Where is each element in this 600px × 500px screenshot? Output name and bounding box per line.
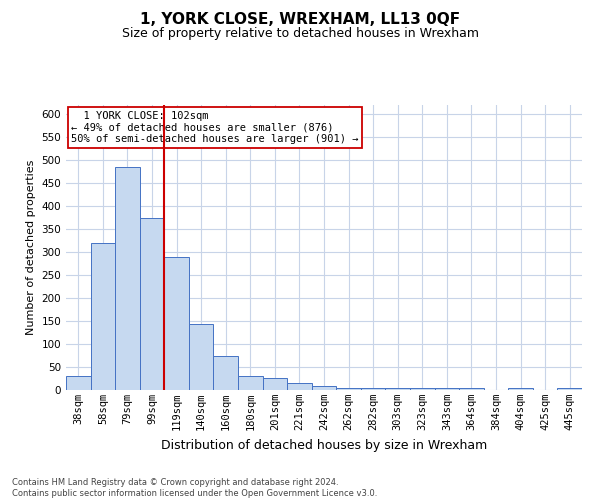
- Bar: [508, 388, 533, 390]
- Bar: [263, 378, 287, 390]
- Bar: [336, 388, 361, 390]
- Bar: [91, 243, 115, 390]
- Bar: [312, 386, 336, 390]
- Bar: [214, 356, 238, 390]
- Bar: [385, 388, 410, 390]
- Bar: [115, 167, 140, 390]
- Bar: [287, 383, 312, 390]
- Bar: [189, 324, 214, 390]
- Y-axis label: Number of detached properties: Number of detached properties: [26, 160, 36, 335]
- Bar: [66, 376, 91, 390]
- Text: Contains HM Land Registry data © Crown copyright and database right 2024.
Contai: Contains HM Land Registry data © Crown c…: [12, 478, 377, 498]
- Bar: [361, 388, 385, 390]
- Bar: [164, 256, 189, 390]
- Bar: [140, 218, 164, 390]
- Bar: [459, 388, 484, 390]
- Bar: [238, 376, 263, 390]
- Text: 1, YORK CLOSE, WREXHAM, LL13 0QF: 1, YORK CLOSE, WREXHAM, LL13 0QF: [140, 12, 460, 28]
- X-axis label: Distribution of detached houses by size in Wrexham: Distribution of detached houses by size …: [161, 438, 487, 452]
- Bar: [410, 388, 434, 390]
- Bar: [557, 388, 582, 390]
- Text: 1 YORK CLOSE: 102sqm
← 49% of detached houses are smaller (876)
50% of semi-deta: 1 YORK CLOSE: 102sqm ← 49% of detached h…: [71, 110, 359, 144]
- Text: Size of property relative to detached houses in Wrexham: Size of property relative to detached ho…: [121, 28, 479, 40]
- Bar: [434, 388, 459, 390]
